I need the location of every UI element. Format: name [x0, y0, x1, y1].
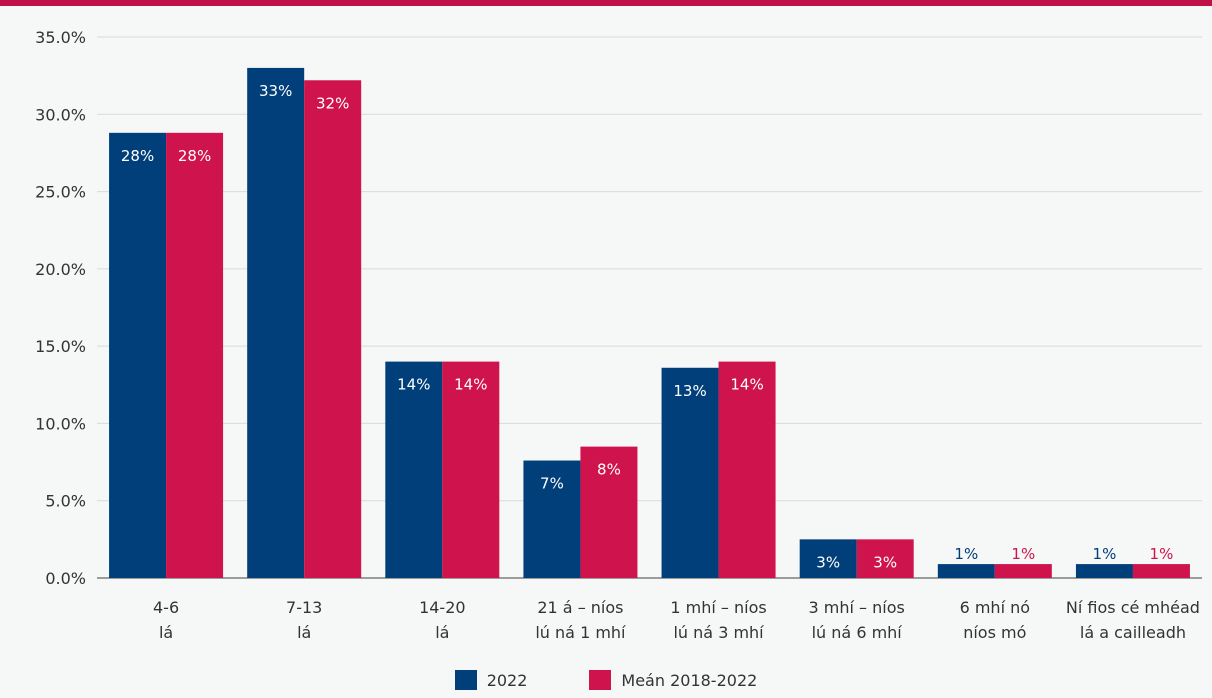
- bar: [1132, 564, 1190, 578]
- data-label: 14%: [730, 376, 763, 394]
- legend-item-mean-2018-2022[interactable]: Meán 2018-2022: [589, 670, 757, 690]
- bar: [385, 361, 443, 578]
- bar: [799, 539, 857, 578]
- x-category-label: lá: [297, 623, 311, 642]
- bar: [1075, 564, 1133, 578]
- bar: [661, 367, 719, 578]
- data-label: 8%: [597, 461, 621, 479]
- data-label: 14%: [397, 376, 430, 394]
- data-label: 13%: [673, 382, 706, 400]
- bar: [247, 67, 305, 579]
- y-tick-label: 0.0%: [45, 569, 86, 588]
- bar: [166, 132, 224, 578]
- x-category-label: lú ná 6 mhí: [812, 623, 903, 642]
- data-label: 28%: [178, 147, 211, 165]
- y-tick-label: 25.0%: [35, 183, 86, 202]
- bar: [994, 564, 1052, 578]
- bar: [304, 80, 362, 578]
- y-tick-label: 30.0%: [35, 105, 86, 124]
- x-category-label: níos mó: [963, 623, 1026, 642]
- bar: [856, 539, 914, 578]
- data-label: 1%: [1011, 545, 1035, 563]
- y-tick-label: 5.0%: [45, 492, 86, 511]
- bar: [109, 132, 167, 578]
- bar: [937, 564, 995, 578]
- data-label: 1%: [1093, 545, 1117, 563]
- legend-label-mean-2018-2022: Meán 2018-2022: [621, 670, 758, 690]
- bar: [718, 361, 776, 578]
- x-category-label: lá: [435, 623, 449, 642]
- x-category-label: lú ná 3 mhí: [673, 623, 764, 642]
- y-tick-label: 35.0%: [35, 28, 86, 47]
- bar: [442, 361, 500, 578]
- x-category-label: 4-6: [153, 598, 179, 617]
- data-label: 1%: [954, 545, 978, 563]
- data-label: 28%: [121, 147, 154, 165]
- x-category-label: 6 mhí nó: [960, 598, 1030, 617]
- data-label: 7%: [540, 475, 564, 493]
- x-category-label: 3 mhí – níos: [809, 598, 905, 617]
- x-category-label: 21 á – níos: [537, 598, 623, 617]
- x-category-label: 14-20: [419, 598, 466, 617]
- x-category-label: lá a cailleadh: [1080, 623, 1186, 642]
- data-label: 3%: [816, 553, 840, 571]
- x-category-label: lá: [159, 623, 173, 642]
- legend-item-2022[interactable]: 2022: [454, 670, 528, 690]
- x-category-label: lú ná 1 mhí: [535, 623, 626, 642]
- bar-chart: 0.0% 5.0% 10.0% 15.0% 20.0% 25.0% 30.0% 35.0% 28…: [35, 28, 1202, 642]
- top-accent-rule: [0, 0, 1212, 6]
- bar: [523, 460, 581, 578]
- data-label: 33%: [259, 82, 292, 100]
- legend-swatch-mean-2018-2022: [589, 670, 612, 690]
- bar: [580, 446, 638, 578]
- legend-swatch-2022: [454, 670, 477, 690]
- y-tick-label: 10.0%: [35, 414, 86, 433]
- x-category-label: 7-13: [286, 598, 322, 617]
- x-category-label: 1 mhí – níos: [670, 598, 766, 617]
- data-label: 32%: [316, 94, 349, 112]
- chart-legend: 2022 Meán 2018-2022: [0, 668, 1212, 692]
- data-label: 1%: [1150, 545, 1174, 563]
- legend-label-2022: 2022: [486, 670, 528, 690]
- data-label: 14%: [454, 376, 487, 394]
- x-category-label: Ní fios cé mhéad: [1066, 598, 1200, 617]
- y-tick-label: 15.0%: [35, 337, 86, 356]
- y-tick-label: 20.0%: [35, 260, 86, 279]
- data-label: 3%: [873, 553, 897, 571]
